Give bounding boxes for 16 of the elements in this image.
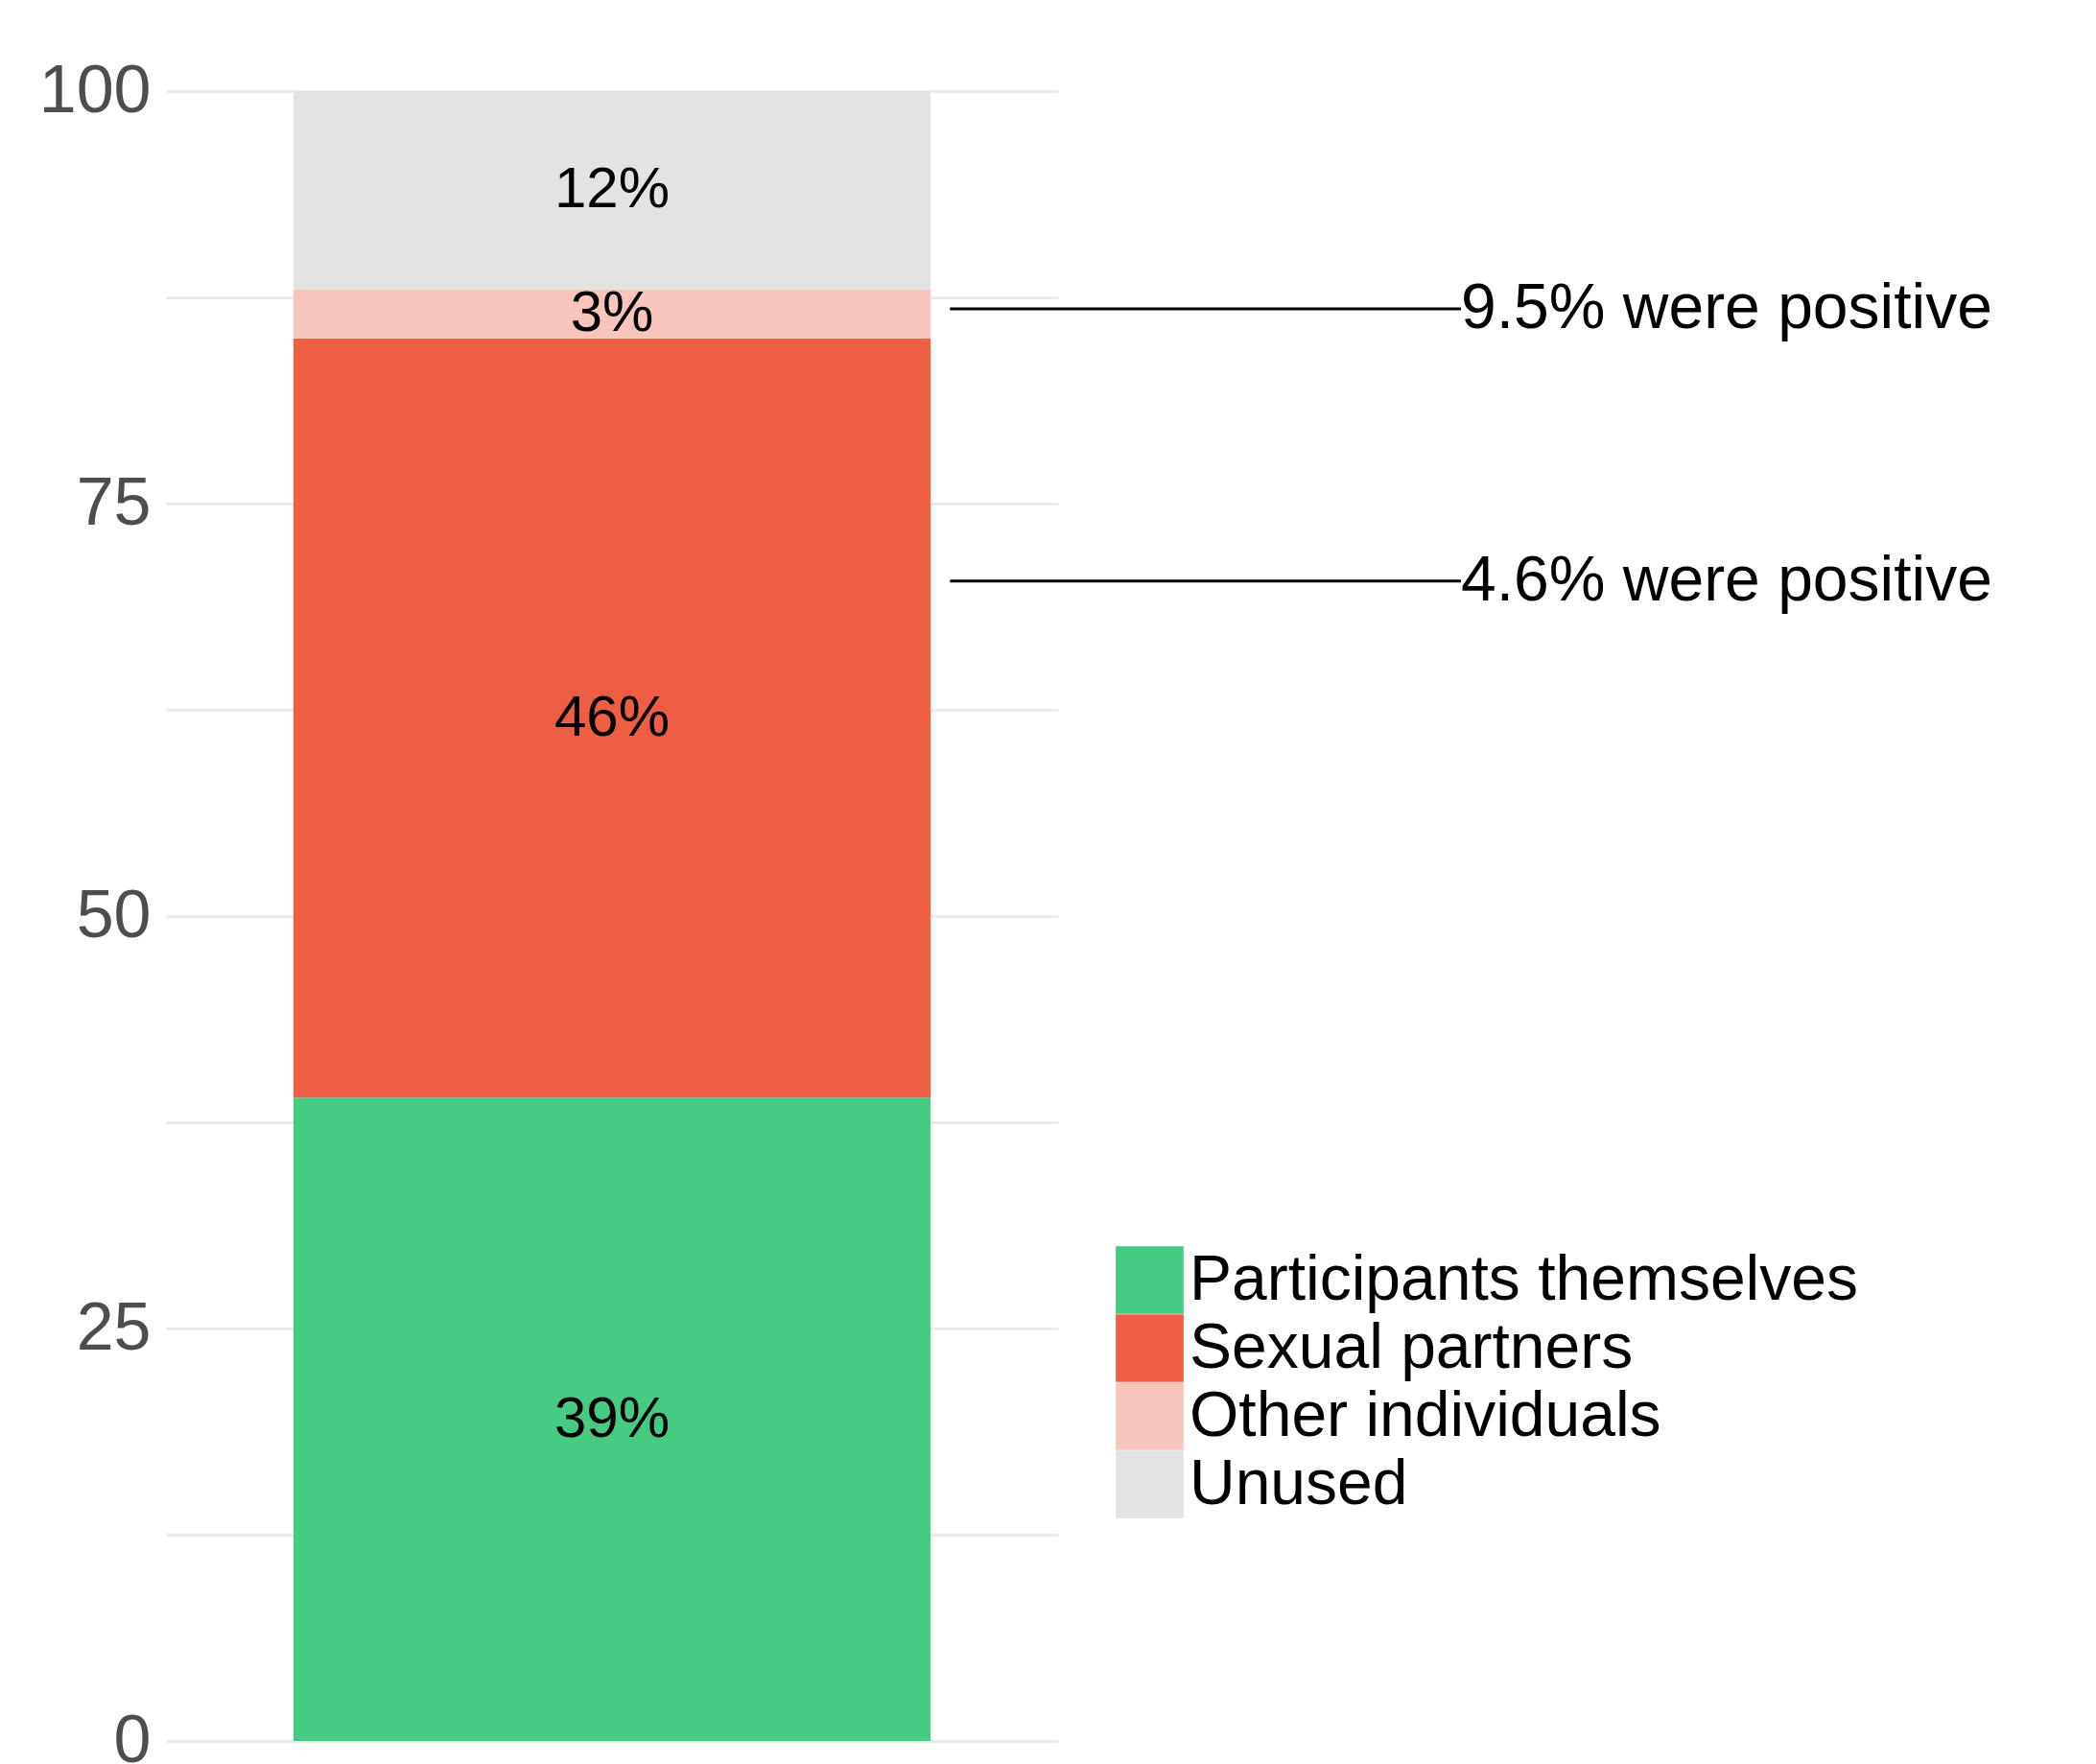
legend-label: Unused — [1189, 1446, 1408, 1517]
data-label: 3% — [570, 279, 654, 344]
text: 4.6% were positive — [1461, 542, 1992, 614]
data-label: 46% — [553, 683, 671, 748]
bar — [293, 339, 931, 1098]
data-label: 39% — [553, 1384, 671, 1449]
legend-label: Participants themselves — [1189, 1241, 1858, 1313]
y-tick-label: 75 — [76, 463, 152, 539]
y-tick-label: 100 — [38, 51, 152, 127]
bar — [293, 289, 931, 339]
y-tick-label: 25 — [76, 1288, 152, 1364]
y-tick-label: 50 — [76, 876, 152, 952]
data-label: 12% — [553, 155, 671, 221]
text: 9.5% were positive — [1461, 270, 1992, 342]
bar — [293, 1097, 931, 1741]
y-tick-label: 0 — [113, 1701, 152, 1764]
